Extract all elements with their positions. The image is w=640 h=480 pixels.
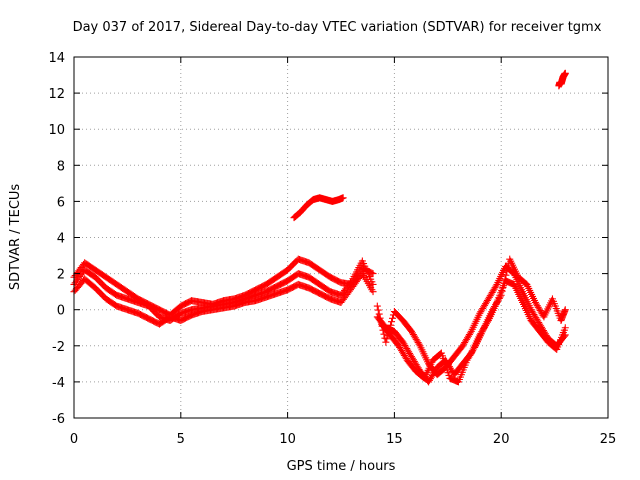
x-tick-label: 20 [493,432,510,447]
data-point [499,283,507,291]
x-tick-label: 0 [70,432,78,447]
axis-ticks: 0 5 10 15 20 25 -6 -4 -2 0 2 4 6 8 10 12 14 [48,51,616,447]
data-point [501,275,509,283]
y-tick-label: 10 [48,123,65,138]
data-point [389,314,397,322]
data-point [466,329,474,337]
data-point [368,269,376,277]
y-tick-label: 0 [57,304,65,319]
data-point [369,288,377,296]
y-tick-label: -2 [52,340,65,355]
data-point [496,293,504,301]
y-axis-label: SDTVAR / TECUs [8,184,23,291]
data-point [561,324,569,332]
x-tick-label: 5 [177,432,185,447]
data-point [373,302,381,310]
data-point [388,318,396,326]
data-point [346,278,354,286]
data-point [497,291,505,299]
data-point [503,267,511,275]
data-point [383,335,391,343]
data-point [498,287,506,295]
x-tick-label: 15 [386,432,403,447]
y-tick-label: 8 [57,159,65,174]
x-tick-label: 25 [600,432,617,447]
data-point [471,343,479,351]
x-tick-label: 10 [279,432,296,447]
data-point [500,279,508,287]
y-tick-label: 4 [57,232,65,247]
data-marks [70,69,569,386]
y-tick-label: -6 [52,412,65,427]
x-axis-label: GPS time / hours [287,459,396,474]
chart-title: Day 037 of 2017, Sidereal Day-to-day VTE… [73,20,602,35]
data-point [561,69,569,77]
data-point [374,306,382,314]
data-point [502,271,510,279]
y-tick-label: 12 [48,87,65,102]
data-point [561,306,569,314]
data-point [382,338,390,346]
data-point [492,282,500,290]
data-point [415,340,423,348]
data-point [339,194,347,202]
grid [74,57,608,418]
y-tick-label: -4 [52,376,65,391]
y-tick-label: 6 [57,195,65,210]
y-tick-label: 14 [48,51,65,66]
y-tick-label: 2 [57,268,65,283]
